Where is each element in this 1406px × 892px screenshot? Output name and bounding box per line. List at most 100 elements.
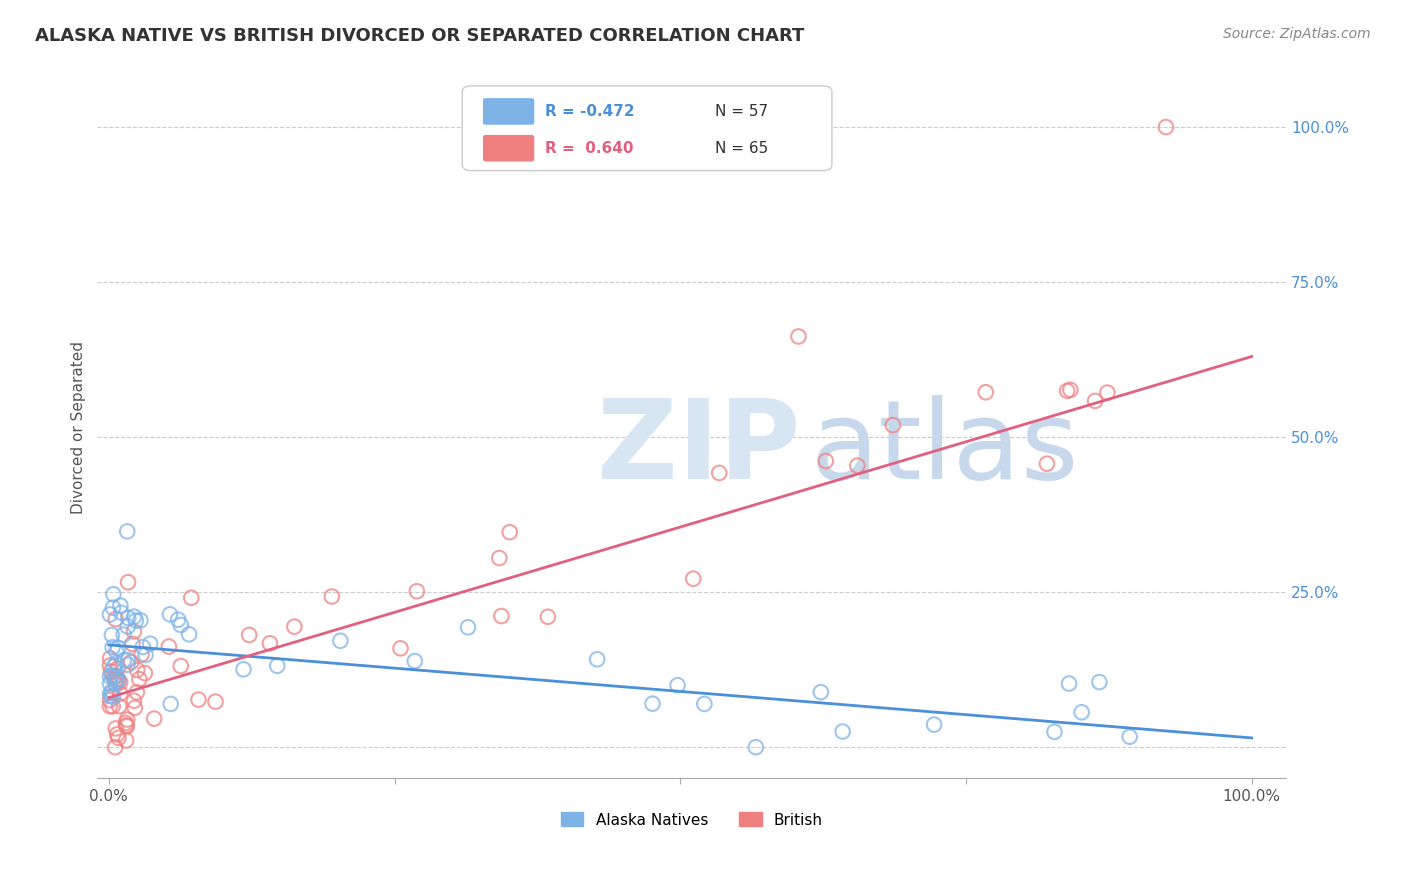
Point bbox=[157, 640, 180, 654]
Text: R =  0.640: R = 0.640 bbox=[546, 141, 634, 156]
Point bbox=[682, 572, 704, 586]
Point bbox=[787, 329, 810, 343]
Point bbox=[405, 584, 427, 599]
Point bbox=[104, 612, 127, 626]
Point bbox=[107, 673, 129, 688]
Point bbox=[117, 619, 139, 633]
Point bbox=[110, 606, 132, 620]
Point bbox=[187, 692, 209, 706]
Point bbox=[127, 663, 149, 677]
Point bbox=[134, 666, 156, 681]
Point bbox=[143, 712, 166, 726]
Point bbox=[103, 670, 125, 684]
Point bbox=[120, 655, 142, 669]
Point bbox=[108, 675, 131, 690]
Point bbox=[159, 607, 181, 622]
Point bbox=[177, 627, 200, 641]
Point bbox=[882, 418, 904, 433]
Point bbox=[112, 627, 135, 641]
Text: ZIP: ZIP bbox=[596, 395, 800, 502]
Point bbox=[122, 694, 145, 708]
Point bbox=[124, 701, 146, 715]
Point bbox=[98, 658, 121, 673]
Point bbox=[110, 687, 132, 701]
Point bbox=[641, 697, 664, 711]
Point bbox=[810, 685, 832, 699]
FancyBboxPatch shape bbox=[484, 99, 533, 124]
Point bbox=[1088, 675, 1111, 690]
Point bbox=[115, 718, 138, 732]
Point bbox=[107, 641, 129, 656]
Point bbox=[586, 652, 609, 666]
Point bbox=[846, 458, 869, 473]
Point bbox=[117, 524, 139, 539]
Point bbox=[121, 637, 143, 651]
Point bbox=[100, 665, 122, 679]
Point bbox=[117, 657, 139, 672]
Text: N = 65: N = 65 bbox=[716, 141, 769, 156]
Point bbox=[131, 648, 153, 662]
Point bbox=[110, 599, 132, 613]
Point bbox=[104, 740, 127, 755]
Point bbox=[115, 713, 138, 727]
Point bbox=[98, 669, 121, 683]
Point bbox=[122, 624, 145, 639]
Point bbox=[103, 659, 125, 673]
Text: ALASKA NATIVE VS BRITISH DIVORCED OR SEPARATED CORRELATION CHART: ALASKA NATIVE VS BRITISH DIVORCED OR SEP… bbox=[35, 27, 804, 45]
Point bbox=[321, 590, 343, 604]
Text: N = 57: N = 57 bbox=[716, 104, 769, 119]
Point bbox=[180, 591, 202, 605]
Text: R = -0.472: R = -0.472 bbox=[546, 104, 636, 119]
Point bbox=[98, 607, 121, 622]
Point bbox=[101, 640, 124, 655]
Point bbox=[404, 654, 426, 668]
Point bbox=[100, 689, 122, 703]
Point bbox=[105, 657, 128, 671]
Point bbox=[98, 686, 121, 700]
Legend: Alaska Natives, British: Alaska Natives, British bbox=[554, 806, 830, 834]
Point bbox=[101, 628, 124, 642]
Point bbox=[1154, 120, 1177, 134]
Point bbox=[101, 684, 124, 698]
Point bbox=[101, 668, 124, 682]
FancyBboxPatch shape bbox=[484, 136, 533, 161]
Point bbox=[499, 525, 522, 540]
Point bbox=[457, 620, 479, 634]
Point bbox=[125, 685, 148, 699]
Point bbox=[105, 669, 128, 683]
Point bbox=[104, 673, 127, 688]
Point bbox=[170, 618, 193, 632]
Point bbox=[709, 466, 731, 480]
Point bbox=[1043, 724, 1066, 739]
Point bbox=[117, 611, 139, 625]
Point bbox=[139, 637, 162, 651]
Point bbox=[98, 693, 121, 707]
Point bbox=[104, 669, 127, 683]
Point bbox=[105, 644, 128, 658]
Point bbox=[745, 740, 768, 755]
Point bbox=[129, 613, 152, 627]
Point bbox=[122, 609, 145, 624]
Point bbox=[167, 613, 190, 627]
Point bbox=[101, 690, 124, 704]
Point bbox=[104, 677, 127, 691]
Point bbox=[922, 717, 945, 731]
Point bbox=[104, 722, 127, 736]
Point bbox=[1036, 457, 1059, 471]
Point bbox=[329, 633, 352, 648]
Point bbox=[1059, 383, 1081, 397]
Point bbox=[693, 697, 716, 711]
Point bbox=[103, 587, 125, 601]
Point bbox=[266, 658, 288, 673]
Point bbox=[107, 673, 129, 687]
Point bbox=[98, 699, 121, 714]
Point bbox=[117, 575, 139, 590]
Point bbox=[974, 385, 997, 400]
Point bbox=[98, 676, 121, 690]
Point bbox=[114, 715, 136, 730]
Point bbox=[108, 699, 131, 714]
Y-axis label: Divorced or Separated: Divorced or Separated bbox=[72, 342, 86, 515]
Point bbox=[128, 672, 150, 686]
Point bbox=[1118, 730, 1140, 744]
Point bbox=[238, 628, 260, 642]
